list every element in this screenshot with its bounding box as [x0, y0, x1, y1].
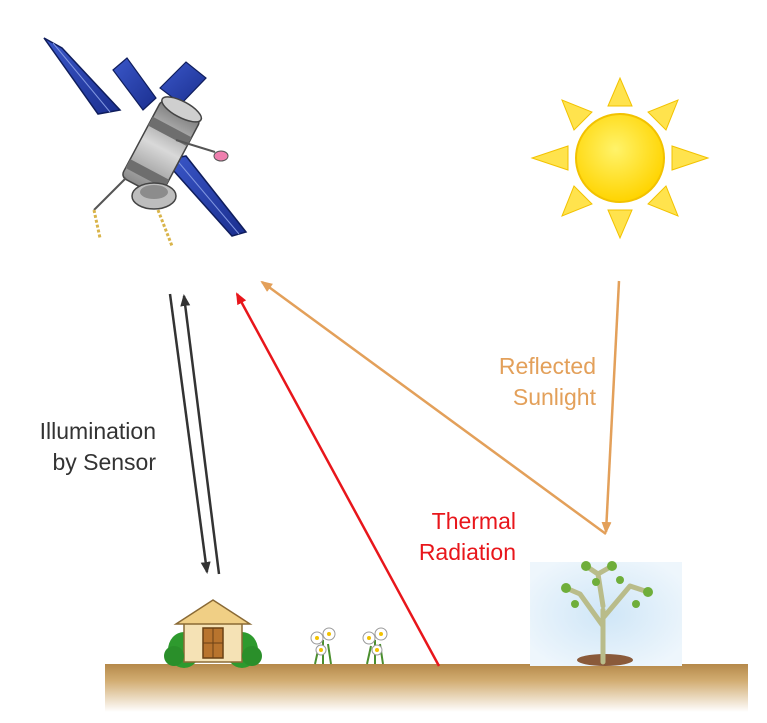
- thermal-arrow: [235, 292, 441, 667]
- sun-icon: [530, 76, 710, 240]
- satellite-icon: [43, 37, 248, 247]
- reflected-arrow: [260, 280, 607, 536]
- sunlight-arrow: [601, 280, 621, 534]
- house-icon: [164, 599, 262, 668]
- ground: [105, 664, 748, 712]
- illumination-label-line-2: by Sensor: [52, 449, 156, 475]
- thermal-radiation-label: Thermal Radiation: [376, 506, 516, 568]
- thermal-label-line-1: Thermal: [431, 508, 516, 534]
- reflected-label-line-1: Reflected: [498, 353, 596, 379]
- tree-icon: [530, 561, 682, 666]
- illumination-arrow-down: [168, 293, 211, 574]
- thermal-label-line-2: Radiation: [418, 539, 516, 565]
- illumination-label: Illumination by Sensor: [24, 416, 156, 478]
- flower-icon: [310, 627, 388, 665]
- illumination-label-line-1: Illumination: [39, 418, 156, 444]
- illumination-arrow-up: [180, 294, 221, 575]
- reflected-sunlight-label: Reflected Sunlight: [486, 351, 596, 413]
- reflected-label-line-2: Sunlight: [512, 384, 596, 410]
